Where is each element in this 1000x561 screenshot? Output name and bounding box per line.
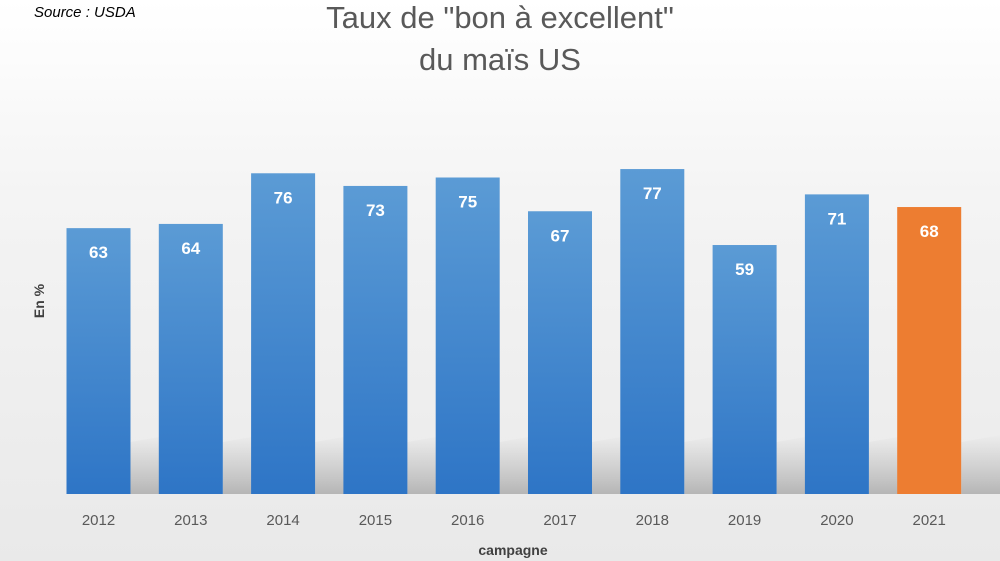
x-tick-label-2015: 2015 [359, 512, 392, 529]
data-label-2021: 68 [920, 222, 939, 241]
data-labels-group: 63 64 76 73 75 67 77 59 71 68 [89, 184, 939, 279]
x-tick-label-2017: 2017 [543, 512, 576, 529]
chart-title-line-1: Taux de "bon à excellent" [326, 0, 674, 35]
data-label-2020: 71 [827, 209, 846, 228]
bar-2016 [435, 177, 500, 494]
x-tick-labels-group: 2012 2013 2014 2015 2016 2017 2018 2019 2020 2021 [82, 512, 946, 529]
bars-group [66, 169, 962, 495]
x-tick-label-2021: 2021 [913, 512, 946, 529]
bar-2021 [897, 207, 962, 495]
bar-2013 [158, 223, 223, 495]
chart-title-line-2: du maïs US [419, 42, 581, 77]
data-label-2012: 63 [89, 243, 108, 262]
x-tick-label-2012: 2012 [82, 512, 115, 529]
y-axis-label: En % [31, 283, 47, 318]
bar-2020 [804, 194, 869, 494]
bar-2018 [620, 169, 685, 494]
x-tick-label-2020: 2020 [820, 512, 853, 529]
data-label-2016: 75 [458, 193, 477, 212]
data-label-2018: 77 [643, 184, 662, 203]
bar-shadow [961, 435, 1000, 494]
bar-2012 [66, 228, 131, 494]
data-label-2014: 76 [274, 188, 293, 207]
data-label-2019: 59 [735, 260, 754, 279]
bar-2017 [528, 211, 592, 494]
data-label-2017: 67 [551, 226, 570, 245]
bar-2014 [251, 173, 316, 494]
x-tick-label-2019: 2019 [728, 512, 761, 529]
data-label-2013: 64 [181, 239, 200, 258]
x-tick-label-2016: 2016 [451, 512, 484, 529]
x-tick-label-2013: 2013 [174, 512, 207, 529]
bar-2015 [343, 185, 408, 494]
bar-2019 [712, 245, 777, 494]
x-tick-label-2014: 2014 [266, 512, 299, 529]
x-tick-label-2018: 2018 [636, 512, 669, 529]
source-note: Source : USDA [34, 4, 136, 21]
data-label-2015: 73 [366, 201, 385, 220]
x-axis-label: campagne [478, 542, 547, 558]
